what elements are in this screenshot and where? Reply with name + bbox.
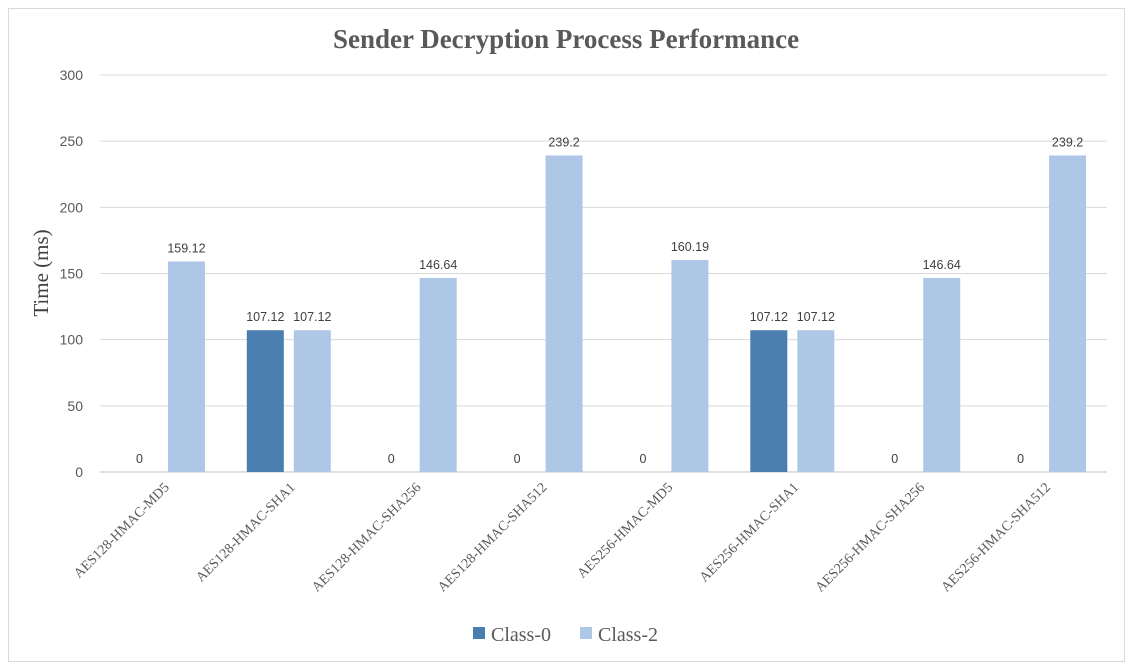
data-label: 0 bbox=[891, 452, 898, 466]
data-label: 0 bbox=[136, 452, 143, 466]
data-labels: 0 159.12 107.12 107.12 0 146.64 0 239.2 0 160.19 1… bbox=[136, 135, 1083, 466]
data-label: 159.12 bbox=[167, 241, 205, 255]
bar-class-2 bbox=[293, 330, 331, 472]
data-label: 107.12 bbox=[797, 310, 835, 324]
bar-class-2 bbox=[797, 330, 835, 472]
x-tick-label: AES128-HMAC-SHA256 bbox=[309, 480, 424, 595]
bar-class-2 bbox=[923, 277, 961, 472]
x-tick-label: AES256-HMAC-SHA256 bbox=[813, 480, 928, 595]
y-tick-label: 100 bbox=[60, 332, 84, 348]
data-label: 0 bbox=[1017, 452, 1024, 466]
bar-class-0 bbox=[750, 330, 788, 472]
x-tick-label: AES256-HMAC-SHA1 bbox=[697, 480, 802, 585]
x-tick-labels: AES128-HMAC-MD5 AES128-HMAC-SHA1 AES128-HM… bbox=[71, 480, 1053, 595]
data-label: 0 bbox=[639, 452, 646, 466]
bar-class-2 bbox=[419, 277, 457, 472]
data-label: 0 bbox=[388, 452, 395, 466]
bar-class-2 bbox=[671, 260, 709, 472]
x-tick-label: AES256-HMAC-SHA512 bbox=[939, 480, 1054, 595]
y-axis-label: Time (ms) bbox=[29, 229, 53, 316]
bar-class-2 bbox=[1049, 155, 1087, 472]
bar-class-2 bbox=[167, 261, 205, 472]
x-tick-label: AES128-HMAC-SHA512 bbox=[435, 480, 550, 595]
data-label: 107.12 bbox=[750, 310, 788, 324]
data-label: 239.2 bbox=[1052, 135, 1083, 149]
x-tick-label: AES128-HMAC-SHA1 bbox=[193, 480, 298, 585]
y-tick-label: 150 bbox=[60, 266, 84, 282]
y-tick-label: 200 bbox=[60, 199, 84, 215]
x-tick-label: AES256-HMAC-MD5 bbox=[575, 480, 676, 581]
y-tick-label: 0 bbox=[75, 464, 83, 480]
data-label: 146.64 bbox=[419, 258, 457, 272]
data-label: 146.64 bbox=[923, 258, 961, 272]
legend-label: Class-2 bbox=[598, 624, 658, 646]
y-tick-label: 300 bbox=[60, 67, 84, 83]
y-tick-labels: 0 50 100 150 200 250 300 bbox=[60, 67, 84, 480]
legend: Class-0 Class-2 bbox=[473, 624, 658, 646]
data-label: 107.12 bbox=[246, 310, 284, 324]
legend-swatch-class-0 bbox=[473, 627, 485, 639]
y-tick-label: 50 bbox=[67, 398, 83, 414]
chart-title: Sender Decryption Process Performance bbox=[333, 24, 799, 54]
x-tick-label: AES128-HMAC-MD5 bbox=[71, 480, 172, 581]
data-label: 107.12 bbox=[293, 310, 331, 324]
bar-class-2 bbox=[545, 155, 583, 472]
data-label: 239.2 bbox=[548, 135, 579, 149]
legend-label: Class-0 bbox=[491, 624, 551, 646]
y-tick-label: 250 bbox=[60, 133, 84, 149]
data-label: 0 bbox=[514, 452, 521, 466]
bar-class-0 bbox=[246, 330, 284, 472]
bars bbox=[167, 155, 1087, 472]
data-label: 160.19 bbox=[671, 240, 709, 254]
legend-swatch-class-2 bbox=[580, 627, 592, 639]
